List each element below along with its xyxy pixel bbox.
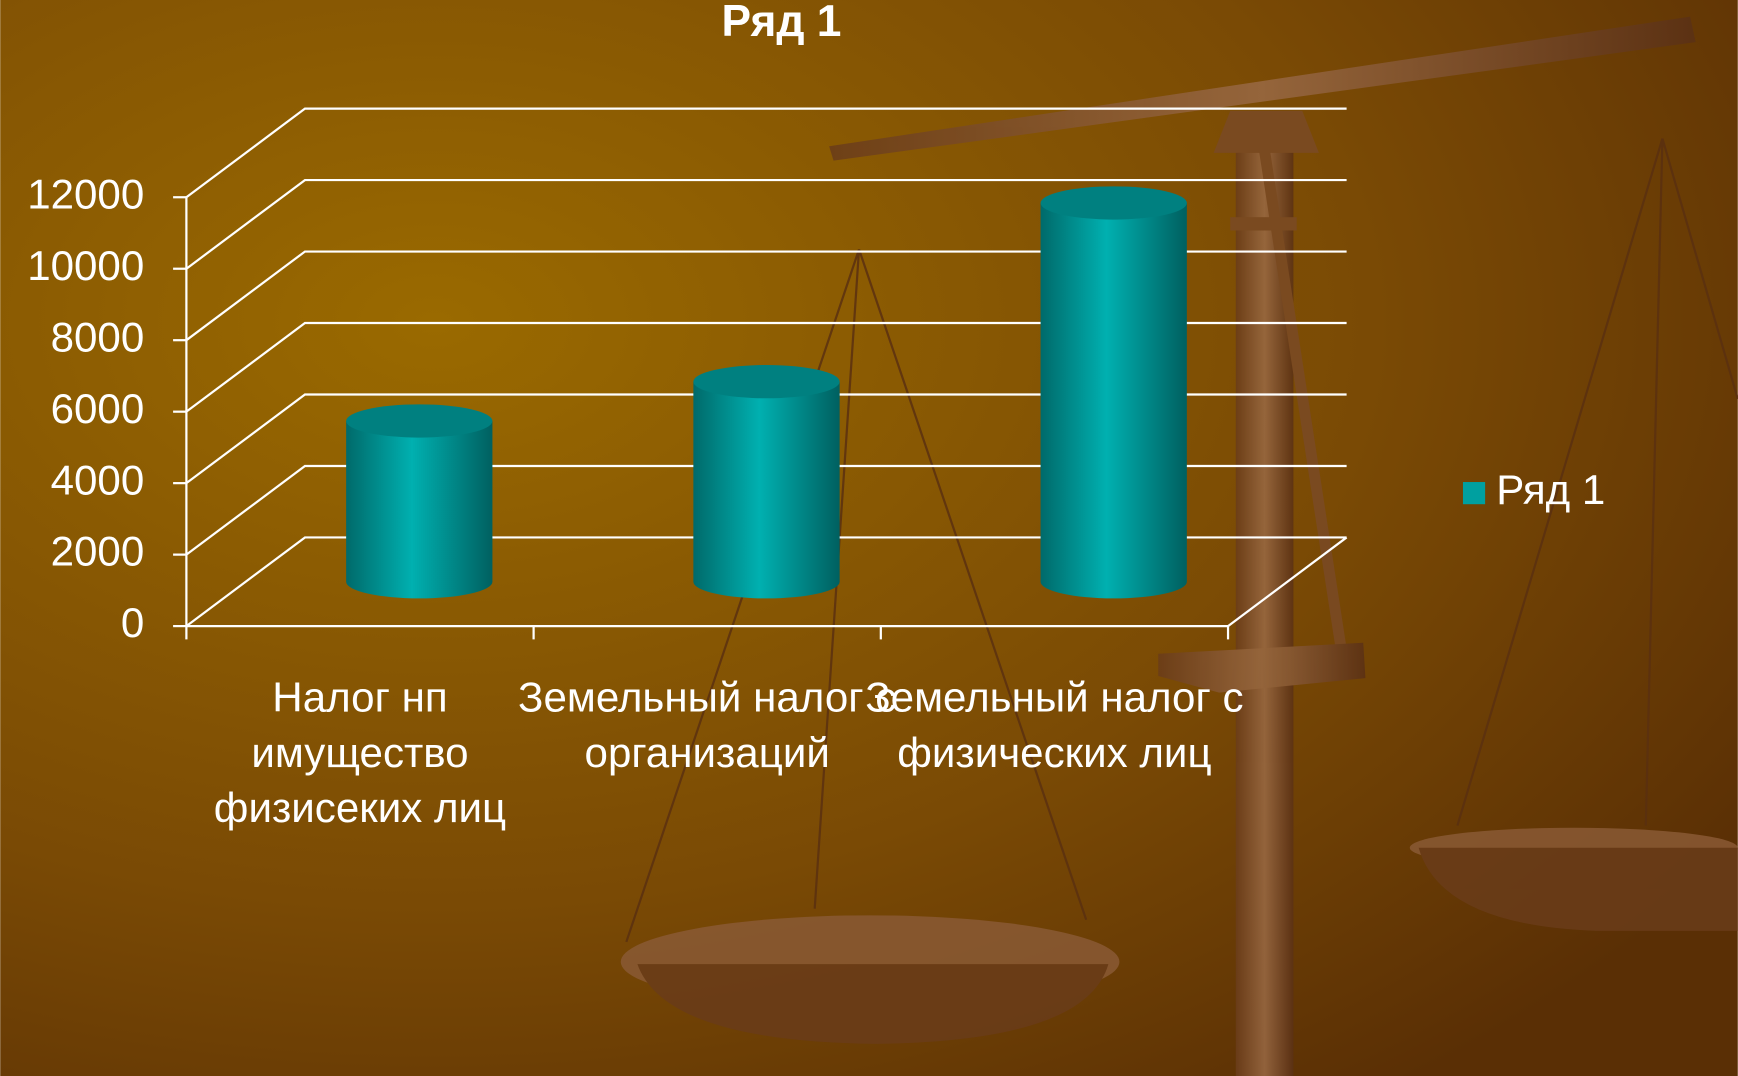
x-tick-label-box: Налог нп имущество физисеких лиц <box>213 674 507 833</box>
x-tick-label: Налог нп имущество физисеких лиц <box>213 674 507 833</box>
y-tick-label: 4000 <box>51 456 145 503</box>
legend-label: Ряд 1 <box>1496 466 1605 513</box>
grid-line <box>185 464 1347 556</box>
bar-body <box>693 381 840 599</box>
bar-top <box>346 404 493 438</box>
grid-line <box>185 178 1347 270</box>
bar-top <box>1040 186 1187 220</box>
grid-line <box>185 250 1347 342</box>
grid-line <box>185 107 1347 199</box>
x-tick-label-box: Земельный налог с организаций <box>518 674 897 777</box>
bar <box>346 404 493 599</box>
bar-body <box>1040 202 1187 599</box>
y-tick-label: 2000 <box>51 528 145 575</box>
y-tick-label: 6000 <box>51 385 145 432</box>
y-tick-label: 0 <box>121 599 144 646</box>
grid-line <box>185 393 1347 485</box>
x-tick-label: Земельный налог с организаций <box>518 674 897 777</box>
y-tick-label: 8000 <box>51 313 145 360</box>
y-tick-label: 12000 <box>27 170 144 217</box>
x-tick-label-box: Земельный налог с физических лиц <box>865 674 1244 777</box>
bar-body <box>346 420 493 599</box>
y-tick-label: 10000 <box>27 242 144 289</box>
grid-line <box>185 321 1347 413</box>
x-tick-label: Земельный налог с физических лиц <box>865 674 1244 777</box>
bar <box>1040 186 1187 599</box>
scales-decoration <box>620 16 1738 1076</box>
chart-title: Ряд 1 <box>721 0 841 46</box>
bar-top <box>693 365 840 399</box>
bar <box>693 365 840 599</box>
legend-swatch <box>1462 482 1486 505</box>
grid-line <box>185 536 1347 627</box>
